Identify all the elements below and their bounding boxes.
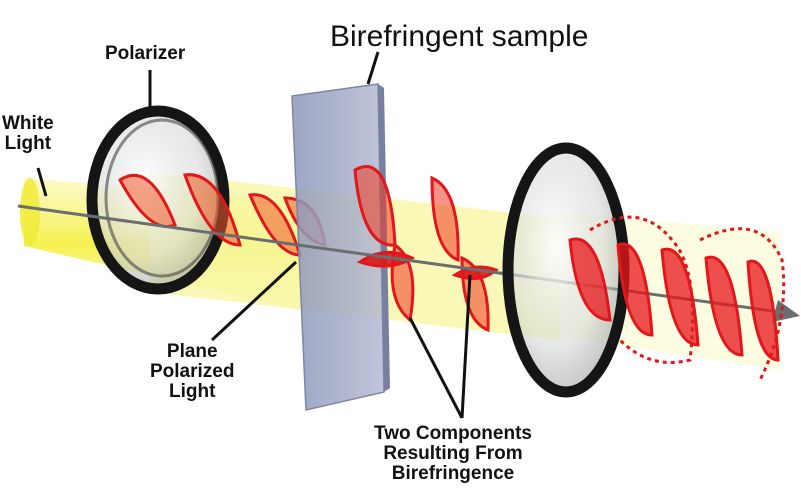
- sample-leader: [366, 51, 380, 85]
- exit-wave-lobe: [660, 247, 700, 347]
- plane-polarized-label-line: Plane: [166, 341, 218, 362]
- plane-polarized-leader: [210, 260, 298, 342]
- plane-polarized-label-line: Light: [169, 380, 216, 402]
- analyzer-filter: [502, 142, 630, 398]
- two-components-label-line: Resulting From: [383, 442, 523, 464]
- plane-polarized-label: Plane Polarized Light: [150, 342, 234, 402]
- exit-wave-lobe: [616, 242, 654, 337]
- beam-entry-face: [20, 178, 40, 246]
- axis-arrowhead: [772, 300, 800, 322]
- white-light-label-line: White: [2, 113, 54, 134]
- white-light-leader: [36, 167, 48, 197]
- white-light-label: White Light: [2, 114, 54, 154]
- plane-polarized-label-line: Polarized: [150, 360, 235, 382]
- exit-wave-outline: [589, 215, 695, 364]
- two-components-leader: [460, 274, 472, 419]
- exit-wave-lobe: [704, 255, 744, 357]
- exit-wave: [568, 215, 786, 381]
- axis-line: [17, 204, 781, 314]
- two-components-label-line: Birefringence: [391, 462, 515, 484]
- exit-wave-lobe: [568, 237, 612, 322]
- optical-axis: [17, 204, 800, 322]
- wave-lobe: [118, 173, 177, 228]
- wave-lobe: [182, 173, 242, 247]
- two-components-label: Two Components Resulting From Birefringe…: [374, 424, 532, 484]
- exit-wave-lobe: [746, 259, 780, 362]
- white-light-label-line: Light: [4, 132, 52, 154]
- polarizer-label: Polarizer: [105, 43, 186, 64]
- analyzer-lens: [510, 152, 622, 388]
- birefringent-sample-title: Birefringent sample: [330, 20, 589, 53]
- leader-lines: [36, 51, 472, 419]
- vertical-component: [430, 175, 460, 263]
- two-components-label-line: Two Components: [374, 423, 532, 444]
- exit-wave-outline: [699, 227, 786, 381]
- two-components-leader: [408, 317, 464, 419]
